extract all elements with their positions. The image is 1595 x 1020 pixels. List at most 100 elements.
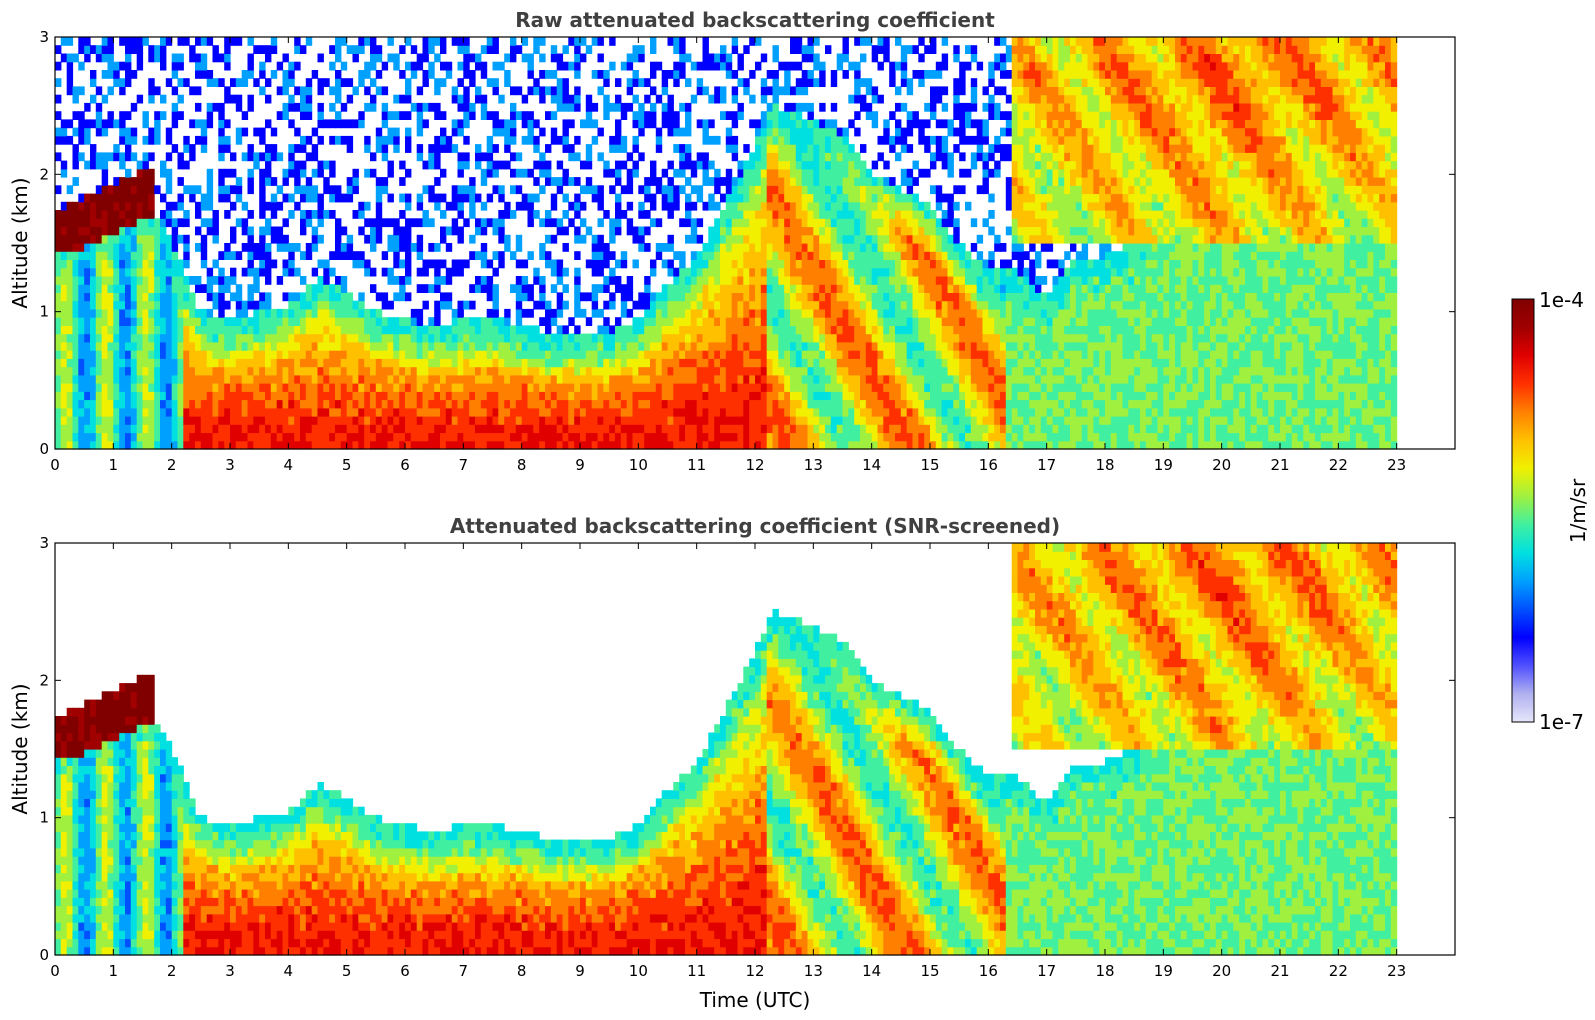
- top-heatmap-cell: [865, 102, 873, 112]
- top-heatmap-cell: [813, 350, 820, 359]
- top-heatmap-cell: [830, 251, 838, 260]
- top-heatmap-cell: [119, 317, 126, 326]
- top-heatmap-cell: [574, 37, 581, 46]
- top-heatmap-cell: [848, 366, 855, 376]
- top-heatmap-cell: [545, 86, 552, 96]
- top-heatmap-cell: [247, 432, 254, 442]
- top-heatmap-cell: [189, 424, 196, 434]
- top-heatmap-cell: [574, 210, 581, 219]
- top-heatmap-cell: [492, 308, 499, 318]
- top-heatmap-cell: [737, 210, 744, 219]
- top-heatmap-cell: [667, 333, 674, 343]
- top-heatmap-cell: [708, 432, 715, 442]
- top-heatmap-cell: [358, 391, 365, 401]
- top-heatmap-cell: [405, 391, 412, 401]
- top-heatmap-cell: [760, 383, 768, 392]
- top-heatmap-cell: [807, 193, 814, 203]
- top-heatmap-cell: [644, 424, 651, 434]
- top-heatmap-cell: [580, 160, 587, 170]
- top-heatmap-cell: [539, 407, 546, 417]
- top-heatmap-cell: [533, 416, 540, 425]
- top-heatmap-cell: [154, 424, 161, 434]
- top-heatmap-cell: [90, 317, 97, 326]
- top-heatmap-cell: [626, 374, 634, 384]
- top-heatmap-cell: [463, 416, 470, 425]
- top-heatmap-cell: [375, 193, 383, 203]
- top-heatmap-cell: [212, 440, 219, 450]
- top-heatmap-cell: [690, 276, 698, 285]
- top-heatmap-cell: [533, 366, 540, 376]
- top-heatmap-cell: [871, 201, 879, 211]
- top-heatmap-cell: [311, 383, 319, 392]
- top-heatmap-cell: [381, 317, 389, 326]
- top-heatmap-cell: [766, 308, 774, 318]
- top-heatmap-cell: [107, 350, 114, 359]
- top-heatmap-cell: [661, 119, 669, 129]
- top-heatmap-cell: [148, 325, 155, 335]
- top-heatmap-cell: [294, 374, 301, 384]
- top-heatmap-cell: [725, 358, 733, 368]
- top-heatmap-cell: [568, 341, 575, 351]
- top-heatmap-cell: [731, 350, 739, 359]
- top-heatmap-cell: [329, 193, 336, 203]
- top-heatmap-cell: [171, 284, 179, 293]
- top-heatmap-cell: [533, 78, 540, 87]
- top-heatmap-cell: [335, 94, 342, 104]
- top-heatmap-cell: [807, 391, 814, 401]
- top-heatmap-cell: [492, 383, 499, 392]
- top-heatmap-cell: [95, 210, 103, 219]
- top-heatmap-cell: [819, 391, 826, 401]
- top-heatmap-cell: [416, 119, 424, 129]
- top-heatmap-cell: [364, 399, 371, 409]
- top-heatmap-cell: [212, 325, 219, 335]
- top-heatmap-cell: [218, 111, 225, 120]
- top-heatmap-cell: [737, 185, 744, 195]
- top-heatmap-cell: [825, 259, 832, 269]
- top-heatmap-cell: [766, 399, 774, 409]
- top-heatmap-cell: [854, 424, 861, 434]
- top-heatmap-cell: [609, 144, 616, 153]
- top-heatmap-cell: [556, 440, 564, 450]
- top-heatmap-cell: [644, 374, 651, 384]
- top-heatmap-cell: [521, 391, 529, 401]
- top-heatmap-cell: [434, 160, 441, 170]
- top-heatmap-cell: [90, 300, 97, 310]
- top-heatmap-cell: [480, 177, 488, 186]
- top-heatmap-cell: [160, 432, 167, 442]
- top-heatmap-cell: [253, 317, 260, 326]
- top-heatmap-cell: [673, 341, 680, 351]
- top-heatmap-cell: [375, 127, 383, 137]
- top-heatmap-cell: [795, 383, 803, 392]
- top-heatmap-cell: [591, 284, 599, 293]
- top-heatmap-cell: [457, 374, 464, 384]
- top-heatmap-cell: [422, 160, 429, 170]
- top-heatmap-cell: [60, 226, 68, 236]
- top-heatmap-cell: [562, 94, 569, 104]
- top-heatmap-cell: [819, 407, 826, 417]
- top-heatmap-cell: [801, 168, 809, 178]
- top-heatmap-cell: [183, 210, 190, 219]
- top-heatmap-cell: [585, 45, 593, 54]
- top-heatmap-cell: [825, 366, 832, 376]
- top-heatmap-cell: [189, 300, 196, 310]
- top-heatmap-cell: [685, 111, 692, 120]
- top-heatmap-cell: [521, 399, 529, 409]
- top-heatmap-cell: [305, 102, 313, 112]
- top-heatmap-cell: [679, 350, 686, 359]
- top-heatmap-cell: [107, 432, 114, 442]
- top-heatmap-cell: [661, 86, 669, 96]
- top-heatmap-cell: [749, 276, 756, 285]
- top-heatmap-cell: [667, 366, 674, 376]
- top-heatmap-cell: [696, 292, 704, 302]
- top-heatmap-cell: [160, 333, 167, 343]
- top-heatmap-cell: [346, 45, 354, 54]
- top-heatmap-cell: [714, 407, 721, 417]
- top-heatmap-cell: [224, 374, 231, 384]
- top-heatmap-cell: [212, 366, 219, 376]
- top-heatmap-cell: [842, 341, 849, 351]
- top-heatmap-cell: [451, 37, 459, 46]
- top-heatmap-cell: [550, 111, 558, 120]
- top-heatmap-cell: [294, 366, 301, 376]
- top-heatmap-cell: [690, 391, 698, 401]
- top-heatmap-cell: [370, 325, 377, 335]
